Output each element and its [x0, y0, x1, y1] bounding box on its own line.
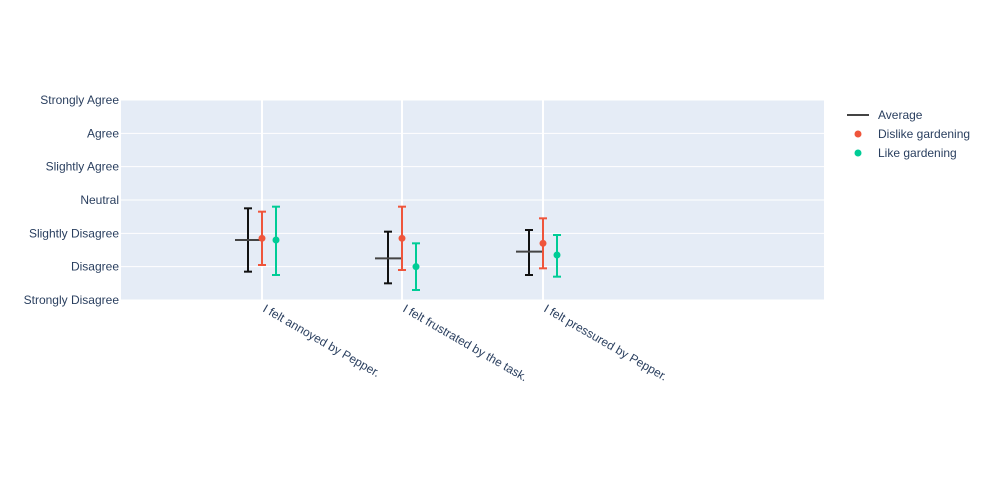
data-point: [539, 239, 547, 247]
legend-swatch-marker: [854, 149, 862, 157]
y-tick-label: Slightly Disagree: [29, 226, 119, 240]
x-tick-label: I felt frustrated by the task.: [401, 301, 530, 384]
y-axis: Strongly Disagree Disagree Slightly Disagr…: [24, 93, 120, 307]
y-tick-label: Strongly Agree: [40, 93, 119, 107]
data-point: [553, 251, 561, 259]
data-point: [412, 263, 420, 271]
y-tick-label: Slightly Agree: [46, 160, 120, 174]
y-tick-label: Strongly Disagree: [24, 293, 120, 307]
data-point: [398, 234, 406, 242]
data-point: [272, 236, 280, 244]
data-point: [258, 234, 266, 242]
x-axis: I felt annoyed by Pepper. I felt frustrat…: [261, 301, 670, 384]
x-tick-label: I felt annoyed by Pepper.: [261, 301, 383, 380]
y-tick-label: Disagree: [71, 260, 119, 274]
y-tick-label: Neutral: [80, 193, 119, 207]
legend-item-label: Like gardening: [878, 146, 957, 160]
legend-item-label: Dislike gardening: [878, 127, 970, 141]
legend-swatch-marker: [854, 130, 862, 138]
data-marks: [235, 205, 561, 291]
x-tick-label: I felt pressured by Pepper.: [542, 301, 670, 383]
y-tick-label: Agree: [87, 126, 119, 140]
legend-item-label: Average: [878, 108, 923, 122]
legend[interactable]: Average Dislike gardening Like gardening: [847, 108, 970, 160]
